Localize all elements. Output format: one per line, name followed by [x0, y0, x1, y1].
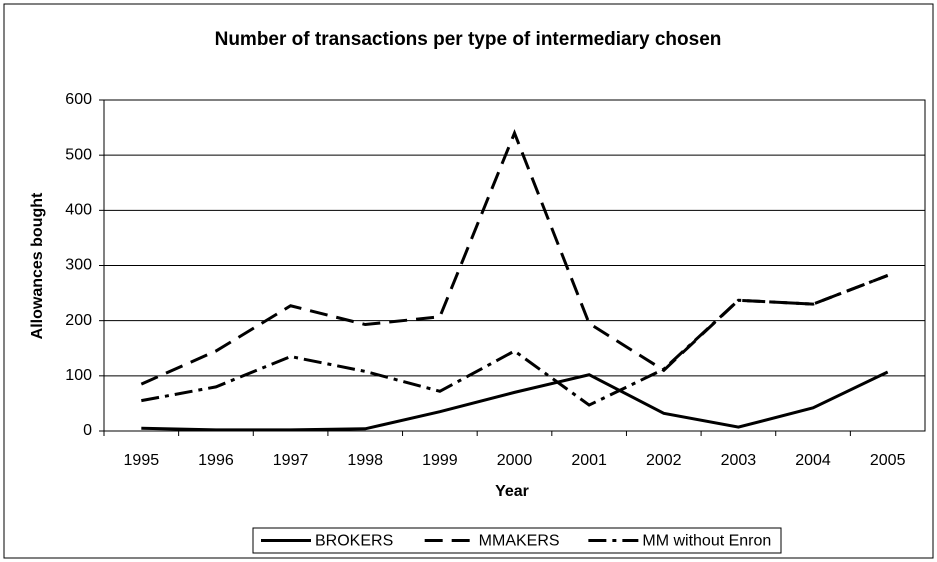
series-line — [141, 274, 889, 407]
x-tick-label: 1995 — [124, 452, 160, 469]
x-tick-label: 2001 — [571, 452, 607, 469]
series-line — [140, 129, 889, 386]
legend-box — [252, 527, 782, 554]
chart-frame — [3, 3, 934, 559]
y-tick-label: 400 — [65, 202, 92, 219]
x-tick-label: 1999 — [422, 452, 458, 469]
plot-area — [103, 99, 926, 432]
x-tick-label: 1997 — [273, 452, 309, 469]
x-tick-label: 2000 — [497, 452, 533, 469]
y-tick-label: 200 — [65, 312, 92, 329]
y-tick-label: 600 — [65, 91, 92, 108]
x-tick-label: 1996 — [198, 452, 234, 469]
y-axis-title: Allowances bought — [29, 192, 46, 339]
series-line — [141, 370, 889, 432]
x-tick-label: 2004 — [795, 452, 831, 469]
y-tick-label: 500 — [65, 146, 92, 163]
y-tick-label: 0 — [83, 422, 92, 439]
legend-label: MMAKERS — [479, 533, 560, 550]
y-tick-label: 100 — [65, 367, 92, 384]
x-tick-label: 2003 — [721, 452, 757, 469]
chart-title: Number of transactions per type of inter… — [215, 29, 722, 50]
x-tick-label: 2002 — [646, 452, 682, 469]
x-tick-label: 2005 — [870, 452, 906, 469]
y-tick-label: 300 — [65, 257, 92, 274]
legend-label: MM without Enron — [642, 533, 771, 550]
x-axis-title: Year — [495, 483, 529, 500]
x-tick-label: 1998 — [347, 452, 383, 469]
legend-label: BROKERS — [315, 533, 393, 550]
